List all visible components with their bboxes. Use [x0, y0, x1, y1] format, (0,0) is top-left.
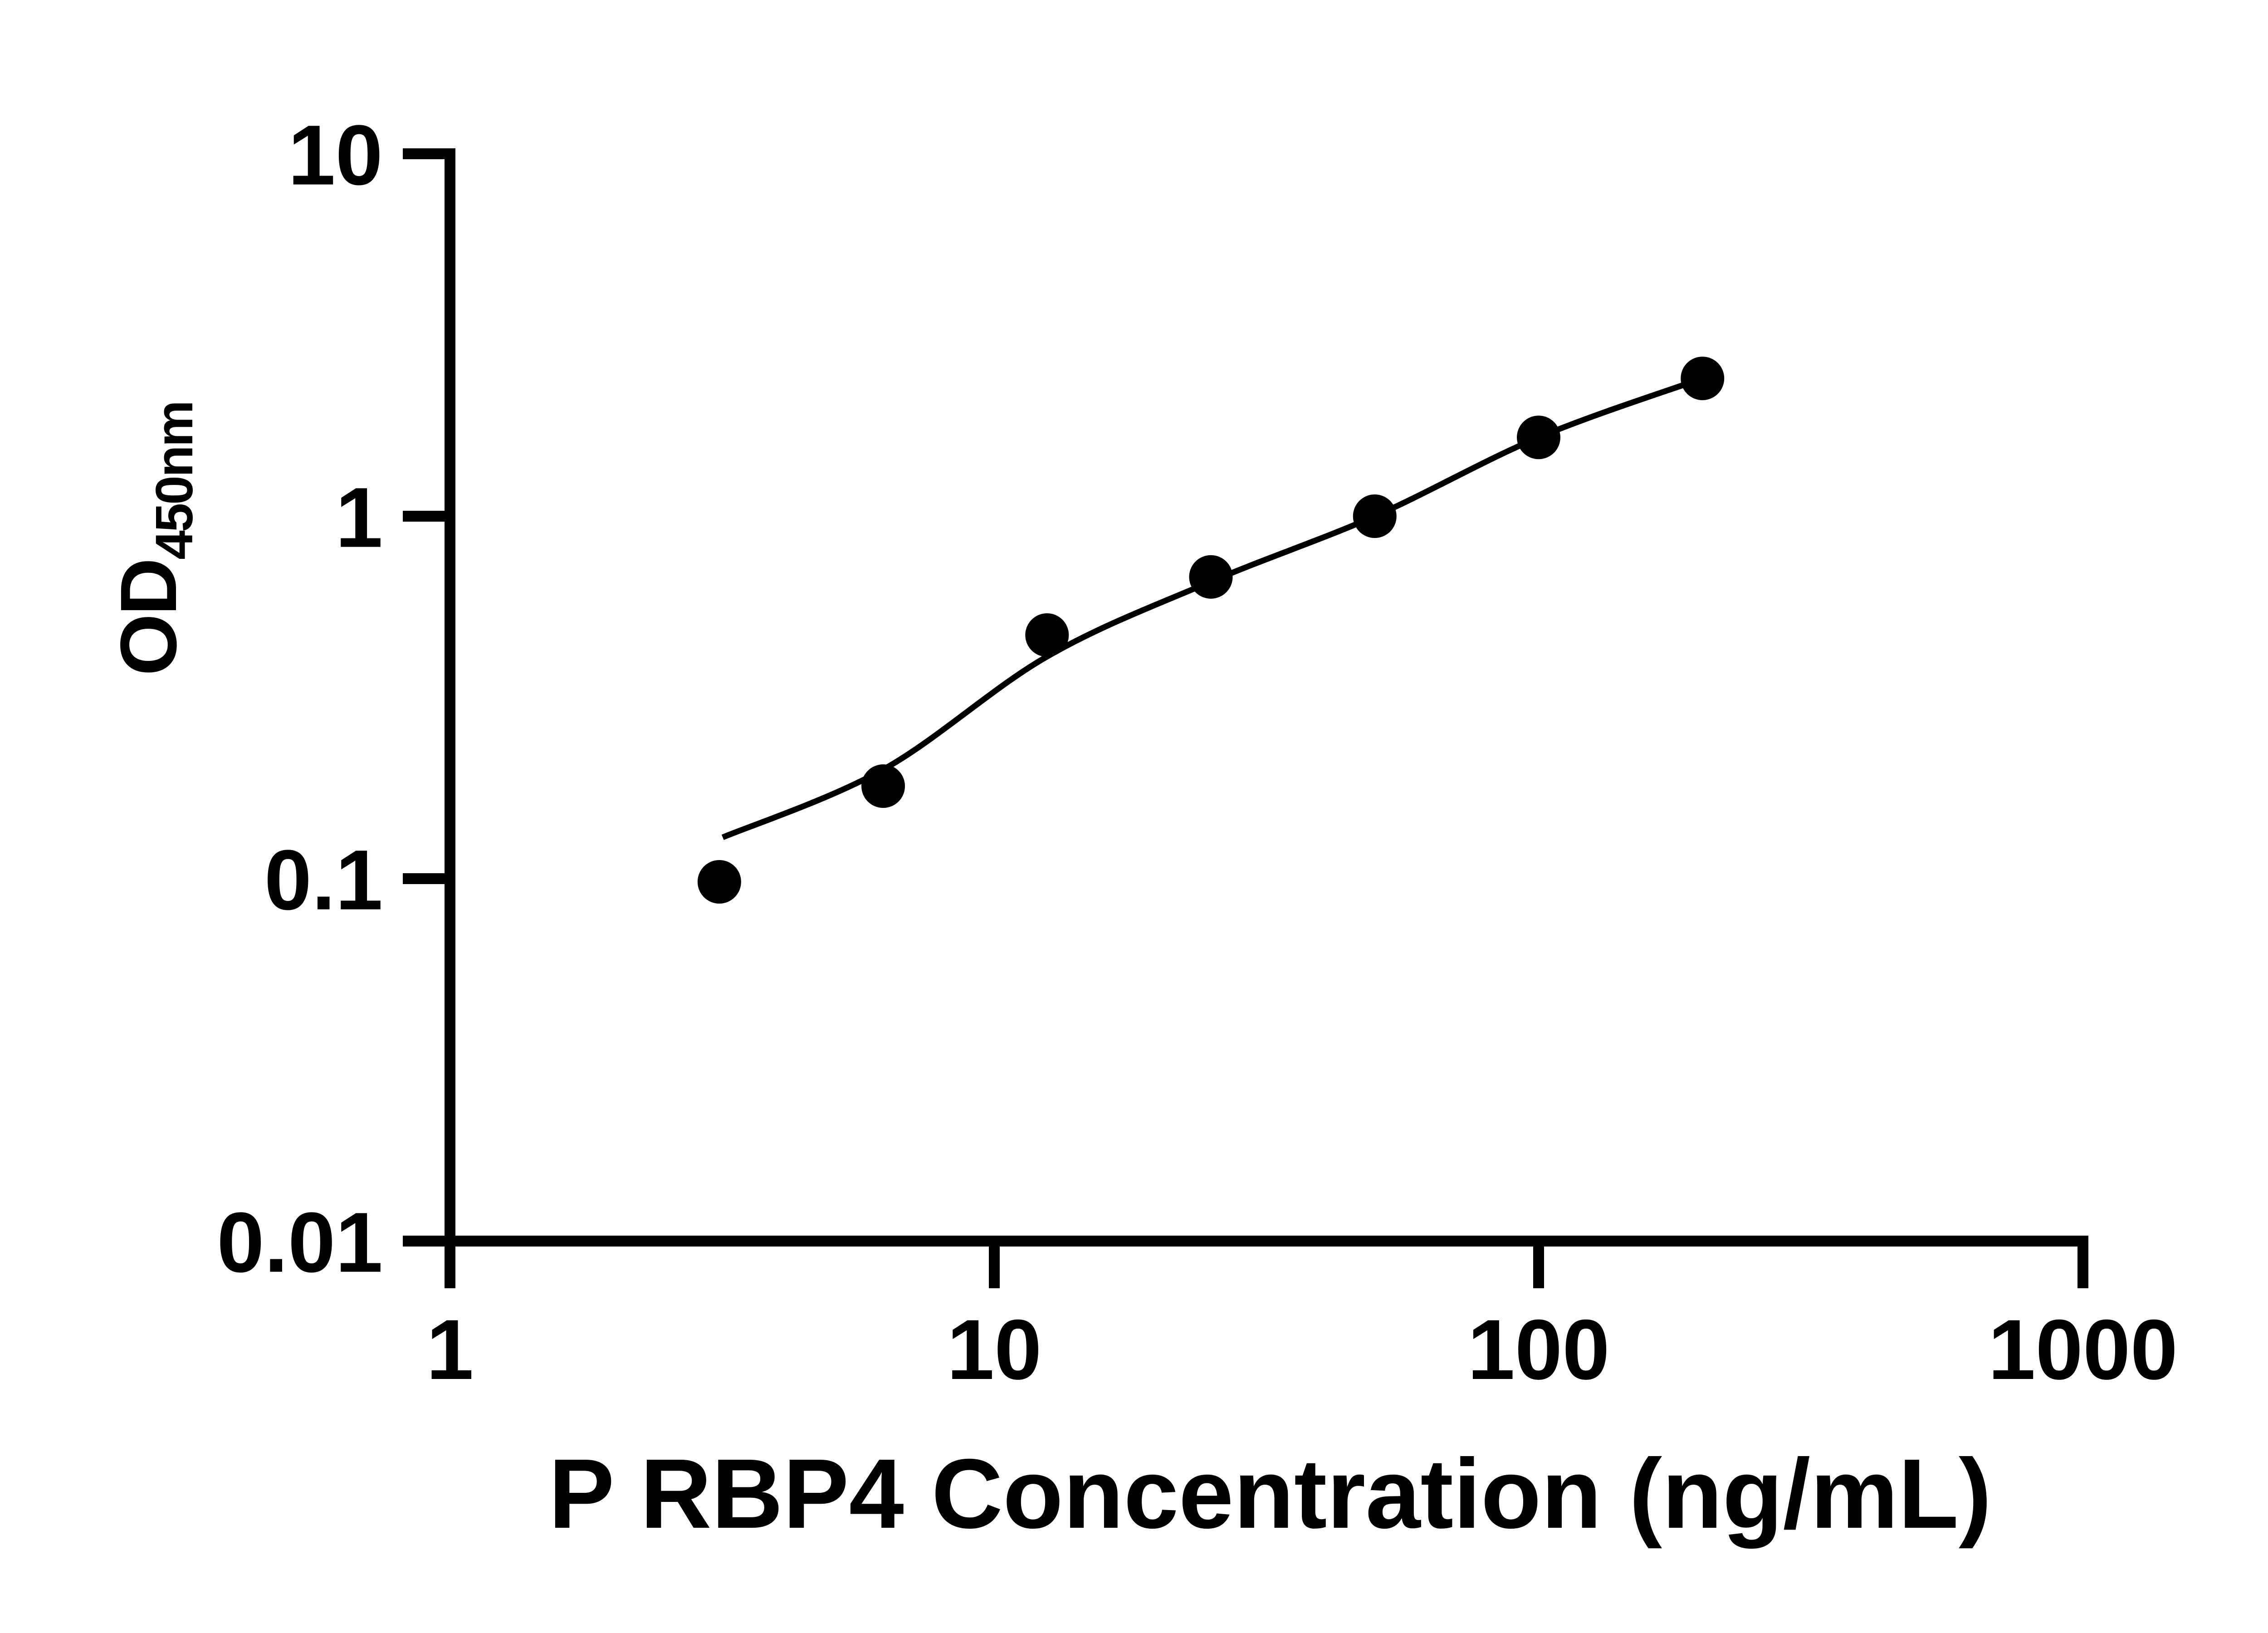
tick-labels: 10 1 0.1 0.01 1 10 100 1000: [217, 108, 2178, 1397]
x-tick-label: 1: [426, 1302, 474, 1397]
x-tick-label: 100: [1467, 1302, 1610, 1397]
data-point: [1517, 416, 1560, 460]
data-point: [1189, 555, 1233, 599]
y-tick-label: 10: [288, 108, 383, 203]
x-tick-label: 1000: [1988, 1302, 2178, 1397]
axes: [403, 148, 2088, 1288]
y-axis-title: OD450nm: [104, 402, 204, 676]
data-point: [1681, 357, 1725, 401]
y-tick-label: 1: [335, 470, 383, 565]
y-tick-label: 0.01: [217, 1195, 383, 1290]
data-point: [697, 860, 741, 904]
y-axis-title-main: OD: [104, 560, 193, 676]
data-point: [861, 764, 905, 808]
y-axis-title-subscript: 450nm: [145, 402, 204, 560]
x-axis-title: P RBP4 Concentration (ng/mL): [548, 1439, 1991, 1549]
data-point: [1353, 494, 1397, 538]
y-tick-label: 0.1: [264, 832, 383, 928]
x-tick-label: 10: [947, 1302, 1041, 1397]
data-points: [697, 357, 1725, 904]
data-point: [1025, 613, 1069, 657]
